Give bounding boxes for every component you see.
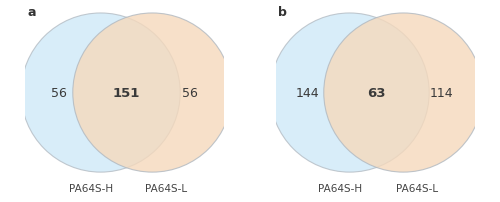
Text: 114: 114 — [430, 87, 453, 100]
Text: PA64S-H: PA64S-H — [68, 183, 113, 193]
Text: a: a — [27, 6, 36, 19]
Text: 63: 63 — [367, 87, 386, 100]
Text: PA64S-H: PA64S-H — [318, 183, 362, 193]
Circle shape — [324, 14, 483, 172]
Text: 56: 56 — [182, 87, 198, 100]
Text: b: b — [278, 6, 287, 19]
Circle shape — [73, 14, 232, 172]
Text: 144: 144 — [296, 87, 320, 100]
Circle shape — [21, 14, 180, 172]
Text: 56: 56 — [51, 87, 67, 100]
Text: 151: 151 — [113, 87, 140, 100]
Text: PA64S-L: PA64S-L — [145, 183, 188, 193]
Text: PA64S-L: PA64S-L — [396, 183, 438, 193]
Circle shape — [270, 14, 429, 172]
